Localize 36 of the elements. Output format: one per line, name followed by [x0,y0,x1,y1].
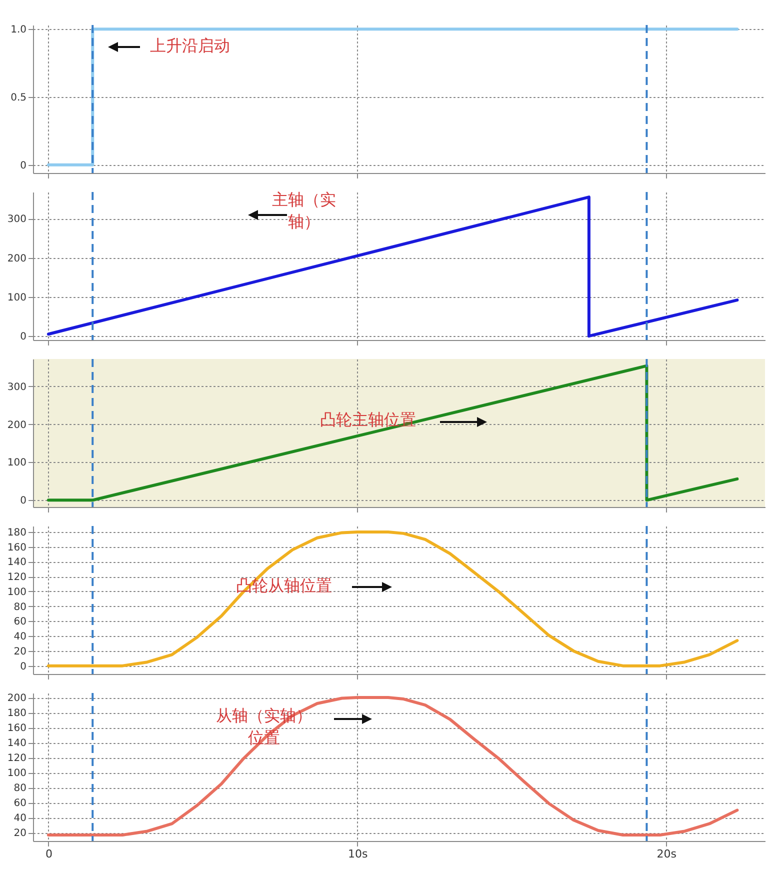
y-tick-label: 120 [7,572,26,584]
y-tick-label: 1.0 [10,24,26,36]
y-tick-label: 60 [14,616,26,628]
y-tick-label: 0.5 [10,92,26,104]
y-tick-label: 180 [7,708,26,720]
annotation: 上升沿启动 [150,36,230,57]
y-tick-label: 300 [7,214,26,226]
y-tick-label: 200 [7,420,26,431]
y-tick-label: 0 [20,496,26,507]
y-tick-label: 20 [14,646,26,658]
y-tick-label: 100 [7,768,26,780]
y-tick-label: 100 [7,292,26,304]
y-tick-label: 200 [7,693,26,704]
y-tick-label: 80 [14,783,26,794]
y-tick-label: 0 [20,661,26,672]
y-tick-label: 140 [7,738,26,750]
y-tick-label: 20 [14,828,26,840]
y-tick-label: 80 [14,602,26,613]
x-tick-label: 10s [348,848,368,860]
y-tick-label: 60 [14,798,26,810]
y-tick-label: 40 [14,632,26,643]
y-tick-label: 100 [7,458,26,469]
y-tick-label: 160 [7,723,26,734]
annotation: 主轴（实轴） [272,190,336,233]
x-tick-label: 0 [45,848,52,860]
y-tick-label: 180 [7,527,26,538]
y-tick-label: 120 [7,753,26,764]
y-tick-label: 200 [7,253,26,264]
x-tick-label: 20s [656,848,677,860]
y-tick-label: 100 [7,586,26,598]
y-tick-label: 0 [20,160,26,172]
y-tick-label: 0 [20,332,26,343]
y-tick-label: 40 [14,813,26,824]
y-tick-label: 140 [7,557,26,568]
y-tick-label: 300 [7,382,26,393]
y-tick-label: 160 [7,542,26,554]
